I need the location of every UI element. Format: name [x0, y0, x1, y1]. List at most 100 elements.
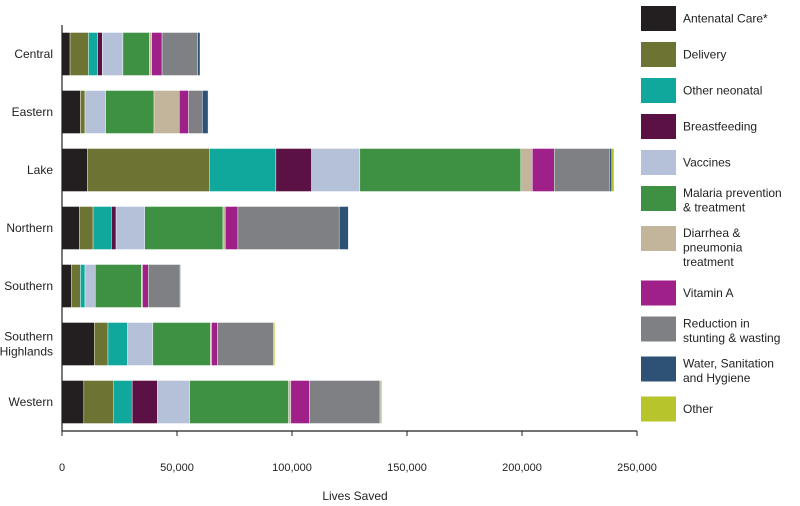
bar-segment — [189, 380, 289, 424]
bar-segment — [97, 32, 103, 76]
bar-segment — [338, 206, 349, 250]
bar-segment — [609, 148, 612, 192]
bar-segment — [93, 322, 109, 366]
bar-segment — [61, 90, 81, 134]
legend-label: stunting & wasting — [683, 331, 780, 345]
legend: Antenatal Care* Delivery Other neonatal Bre… — [641, 6, 782, 422]
x-axis-title: Lives Saved — [322, 489, 387, 503]
bar-segment — [95, 264, 142, 308]
legend-swatch — [641, 356, 676, 382]
bar-segment — [127, 322, 154, 366]
bar-segment — [151, 32, 163, 76]
legend-label: Delivery — [683, 48, 726, 62]
bar-segment — [61, 322, 95, 366]
bar-segment — [61, 206, 80, 250]
category-label: Western — [9, 395, 53, 409]
bar-segment — [532, 148, 555, 192]
bar-segment — [217, 322, 274, 366]
bar-segment — [115, 206, 146, 250]
bar-segment — [105, 90, 155, 134]
bar-segment — [554, 148, 610, 192]
bar-segment — [84, 90, 106, 134]
bar-segment — [88, 32, 98, 76]
legend-swatch — [641, 316, 676, 342]
bar-segment — [61, 148, 88, 192]
bar-segment — [61, 32, 71, 76]
category-label: Lake — [27, 163, 53, 177]
legend-label: Diarrhea & — [683, 226, 740, 240]
bar-segment — [225, 206, 239, 250]
legend-label: Antenatal Care* — [683, 12, 768, 26]
legend-swatch — [641, 42, 676, 67]
bar-segment — [79, 206, 94, 250]
bar-segment — [288, 380, 292, 424]
bar-segment — [188, 90, 203, 134]
bar-segment — [152, 322, 211, 366]
category-label: Eastern — [12, 105, 53, 119]
legend-label: and Hygiene — [683, 371, 751, 385]
x-axis: 0 50,000 100,000 150,000 200,000 250,000 — [59, 25, 657, 474]
legend-swatch — [641, 186, 676, 211]
bar-segment — [142, 264, 149, 308]
bar-segment — [84, 264, 96, 308]
x-tick-label: 100,000 — [272, 462, 312, 474]
bar-segment — [70, 264, 81, 308]
bar-segment — [157, 380, 190, 424]
category-label: Highlands — [0, 345, 53, 359]
bar-segment — [611, 148, 615, 192]
bar-segment — [380, 380, 382, 424]
legend-label: & treatment — [683, 201, 746, 215]
bar-segment — [179, 264, 181, 308]
category-label: Northern — [6, 221, 53, 235]
bar-segment — [179, 90, 189, 134]
bars-layer — [61, 32, 615, 424]
bar-segment — [161, 32, 198, 76]
bar-segment — [83, 380, 114, 424]
x-tick-label: 250,000 — [617, 462, 657, 474]
bar-segment — [61, 380, 85, 424]
category-label: Central — [14, 47, 53, 61]
legend-swatch — [641, 396, 676, 422]
legend-swatch — [641, 150, 676, 175]
bar-segment — [149, 32, 152, 76]
legend-label: Other neonatal — [683, 84, 762, 98]
legend-swatch — [641, 226, 676, 251]
x-tick-label: 200,000 — [502, 462, 542, 474]
legend-swatch — [641, 78, 676, 103]
legend-label: Water, Sanitation — [683, 357, 774, 371]
legend-swatch — [641, 114, 676, 139]
legend-label: Reduction in — [683, 317, 750, 331]
bar-segment — [202, 90, 209, 134]
bar-segment — [237, 206, 340, 250]
legend-label: Vitamin A — [683, 286, 733, 300]
bar-segment — [92, 206, 112, 250]
bar-segment — [290, 380, 310, 424]
bar-segment — [197, 32, 201, 76]
bar-segment — [311, 148, 361, 192]
x-tick-label: 0 — [59, 462, 65, 474]
legend-label: pneumonia — [683, 241, 743, 255]
legend-label: Other — [683, 402, 713, 416]
legend-label: Malaria prevention — [683, 186, 782, 200]
bar-segment — [275, 148, 312, 192]
legend-swatch — [641, 6, 676, 31]
bar-segment — [148, 264, 180, 308]
bar-segment — [107, 322, 128, 366]
bar-segment — [222, 206, 226, 250]
bar-segment — [153, 90, 180, 134]
bar-segment — [520, 148, 533, 192]
bar-segment — [122, 32, 150, 76]
bar-segment — [102, 32, 124, 76]
bar-segment — [80, 90, 86, 134]
bar-segment — [144, 206, 224, 250]
x-tick-label: 150,000 — [387, 462, 427, 474]
category-labels: Central Eastern Lake Northern Southern Southe… — [0, 47, 53, 409]
bar-segment — [111, 206, 117, 250]
legend-label: treatment — [683, 255, 734, 269]
bar-segment — [113, 380, 133, 424]
bar-segment — [131, 380, 158, 424]
bar-segment — [309, 380, 380, 424]
category-label: Southern — [4, 330, 53, 344]
bar-segment — [69, 32, 89, 76]
